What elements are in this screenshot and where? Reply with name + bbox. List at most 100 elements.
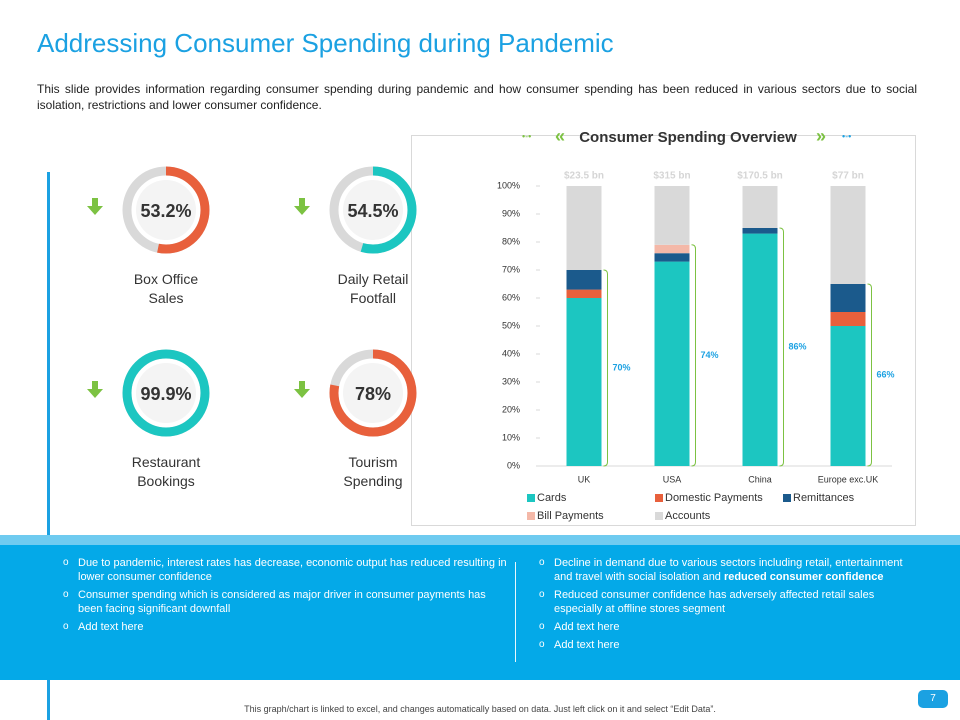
bullet: Add text here	[539, 620, 909, 634]
kpi-label: Restaurant Bookings	[131, 454, 201, 489]
donut-arc	[329, 166, 417, 254]
decor: «	[555, 126, 565, 146]
y-tick-label: 30%	[502, 376, 520, 386]
bullet-text: Reduced consumer confidence has adversel…	[554, 589, 875, 615]
y-tick-label: 70%	[502, 264, 520, 274]
bar-segment	[654, 244, 690, 254]
kpi-label: Box Office Sales	[133, 271, 199, 306]
donut-arc	[329, 349, 417, 437]
bullet: Consumer spending which is considered as…	[63, 588, 513, 616]
chart-title: Consumer Spending Overview	[579, 129, 797, 146]
list: Decline in demand due to various sectors…	[539, 556, 909, 652]
down-arrow	[294, 381, 310, 398]
x-tick-label: UK	[578, 474, 591, 484]
divider	[515, 562, 516, 662]
bar-segment	[830, 312, 866, 326]
y-tick-label: 80%	[502, 236, 520, 246]
donut-inner	[136, 180, 196, 240]
bullet-text: Add text here	[554, 639, 620, 651]
bracket	[691, 244, 696, 467]
y-tick-label: 20%	[502, 404, 520, 414]
x-tick-label: China	[748, 474, 772, 484]
top-label: $23.5 bn	[564, 171, 604, 182]
donut-value: 78%	[355, 384, 391, 404]
legend-label: Cards	[537, 492, 567, 504]
legend-label: Remittances	[793, 492, 855, 504]
bullet: Due to pandemic, interest rates has decr…	[63, 556, 513, 584]
bullet: Decline in demand due to various sectors…	[539, 556, 909, 584]
bracket-label: 70%	[612, 362, 630, 372]
bar-segment	[654, 261, 690, 466]
x-tick-label: Europe exc.UK	[818, 474, 879, 484]
y-tick-label: 100%	[497, 180, 520, 190]
down-arrow	[294, 198, 310, 215]
top-label: $315 bn	[653, 171, 690, 182]
kpi-label: Daily Retail Footfall	[337, 271, 409, 306]
bullet-text: Consumer spending which is considered as…	[78, 589, 486, 615]
band-strip	[0, 535, 960, 545]
bar-segment	[830, 186, 866, 284]
bar-segment	[742, 186, 778, 228]
donut-value: 54.5%	[347, 201, 398, 221]
legend-swatch	[655, 512, 663, 520]
bullets-right: Decline in demand due to various sectors…	[539, 556, 909, 656]
legend-label: Bill Payments	[537, 510, 604, 522]
bar-segment	[830, 326, 866, 466]
donut-value: 99.9%	[140, 384, 191, 404]
bullet-text: Add text here	[554, 621, 620, 633]
bracket	[603, 269, 608, 467]
accent-line	[47, 680, 50, 720]
bar-segment	[742, 228, 778, 234]
bar-segment	[566, 186, 602, 270]
description: This slide provides information regardin…	[37, 82, 917, 112]
bullet: Add text here	[63, 620, 513, 634]
y-tick-label: 40%	[502, 348, 520, 358]
footer-note: This graph/chart is linked to excel, and…	[244, 704, 716, 714]
legend-swatch	[783, 494, 791, 502]
down-arrow	[87, 381, 103, 398]
kpi-label: Tourism Spending	[343, 454, 403, 489]
bar-segment	[654, 253, 690, 262]
bar-segment	[830, 284, 866, 312]
decor: »	[816, 126, 826, 146]
donut-value: 53.2%	[140, 201, 191, 221]
bullet: Add text here	[539, 638, 909, 652]
bar-segment	[566, 298, 602, 466]
bullets-left: Due to pandemic, interest rates has decr…	[63, 556, 513, 638]
decor: •-•	[522, 131, 531, 141]
bullet-bold: reduced consumer confidence	[723, 571, 884, 583]
top-label: $77 bn	[832, 171, 864, 182]
bullet-text: Due to pandemic, interest rates has decr…	[78, 557, 507, 583]
list: Due to pandemic, interest rates has decr…	[63, 556, 513, 634]
donut-inner	[343, 363, 403, 423]
y-tick-label: 0%	[507, 460, 520, 470]
page-number: 7	[918, 690, 948, 708]
bar-segment	[654, 186, 690, 245]
bullet: Reduced consumer confidence has adversel…	[539, 588, 909, 616]
bar-segment	[566, 270, 602, 290]
legend-label: Domestic Payments	[665, 492, 763, 504]
bracket	[779, 227, 784, 467]
accent-line	[47, 172, 50, 535]
donut-arc	[122, 349, 210, 437]
decor: •-•	[842, 131, 851, 141]
down-arrow	[87, 198, 103, 215]
legend-swatch	[655, 494, 663, 502]
y-tick-label: 10%	[502, 432, 520, 442]
bracket-label: 74%	[700, 350, 718, 360]
bracket-label: 86%	[788, 341, 806, 351]
x-tick-label: USA	[663, 474, 682, 484]
slide-title: Addressing Consumer Spending during Pand…	[37, 28, 614, 58]
bracket	[867, 283, 872, 467]
y-tick-label: 50%	[502, 320, 520, 330]
legend-swatch	[527, 494, 535, 502]
bracket-label: 66%	[876, 369, 894, 379]
donut-arc	[122, 166, 210, 254]
top-label: $170.5 bn	[737, 171, 783, 182]
bullet-text: Decline in demand due to various sectors…	[554, 557, 903, 583]
donut-inner	[343, 180, 403, 240]
legend-swatch	[527, 512, 535, 520]
bar-segment	[566, 289, 602, 298]
